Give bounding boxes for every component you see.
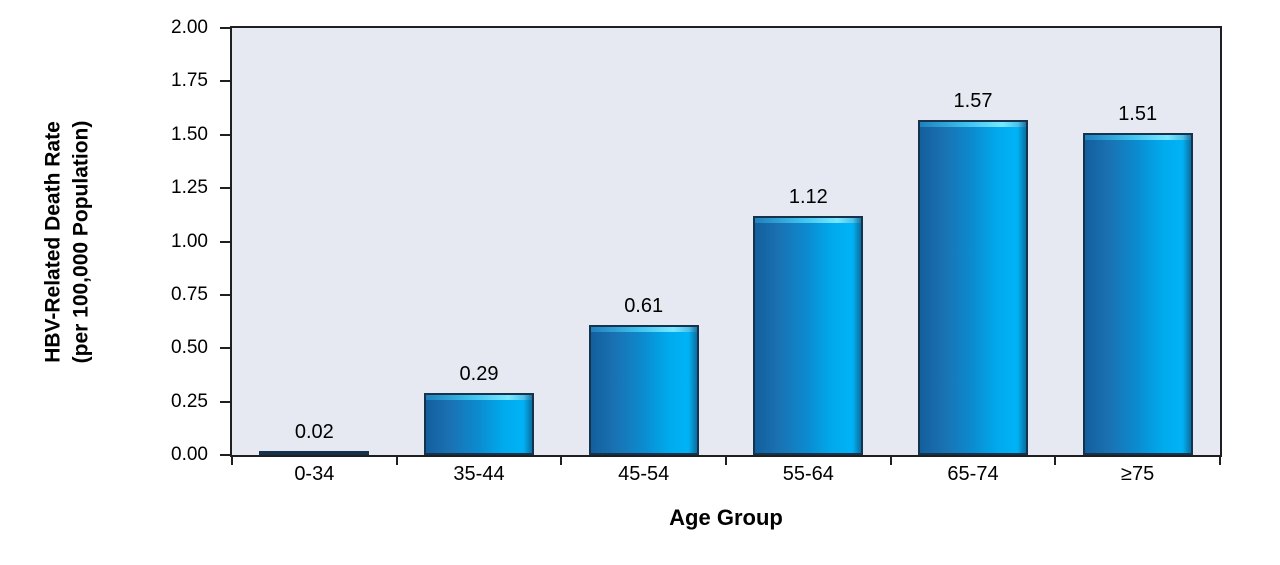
bar [589, 325, 699, 455]
y-axis-title: HBV-Related Death Rate (per 100,000 Popu… [39, 120, 95, 363]
y-axis-tick-label: 1.25 [171, 177, 208, 198]
bar-value-label: 1.57 [953, 90, 993, 112]
x-axis-tick [725, 457, 727, 465]
y-axis-tick [220, 27, 230, 29]
x-category-label: 0-34 [294, 463, 335, 485]
x-category-label: ≥75 [1121, 463, 1155, 485]
x-category-label: 45-54 [618, 463, 670, 485]
bar [918, 120, 1028, 455]
bar [259, 451, 369, 455]
y-axis-tick-label: 1.00 [171, 231, 208, 252]
bar [753, 216, 863, 455]
y-axis-tick [220, 241, 230, 243]
bar-value-label: 1.51 [1118, 103, 1158, 125]
bar [1083, 133, 1193, 455]
y-axis-title-line2: (per 100,000 Population) [69, 120, 93, 363]
y-axis-title-wrap: HBV-Related Death Rate (per 100,000 Popu… [22, 26, 112, 457]
x-axis-tick [1054, 457, 1056, 465]
y-axis-tick [220, 401, 230, 403]
x-category-label: 55-64 [782, 463, 834, 485]
x-axis-title: Age Group [669, 505, 783, 530]
y-axis-tick [220, 134, 230, 136]
bar-value-label: 1.12 [788, 186, 828, 208]
y-axis-tick-label: 0.50 [171, 337, 208, 358]
x-axis-tick [890, 457, 892, 465]
bar-value-label: 0.61 [624, 295, 664, 317]
x-category-label: 35-44 [453, 463, 505, 485]
y-axis-title-line1: HBV-Related Death Rate [41, 120, 65, 363]
x-axis-tick [1219, 457, 1221, 465]
y-axis-tick-label: 0.75 [171, 284, 208, 305]
y-axis-tick-label: 0.00 [171, 444, 208, 465]
y-axis-tick [220, 294, 230, 296]
x-axis-tick [560, 457, 562, 465]
y-axis-tick [220, 347, 230, 349]
y-axis-tick [220, 187, 230, 189]
y-axis-tick-label: 1.50 [171, 124, 208, 145]
bar-value-label: 0.29 [459, 363, 499, 385]
bar-value-label: 0.02 [294, 421, 334, 443]
bar [424, 393, 534, 455]
y-axis-tick-label: 0.25 [171, 391, 208, 412]
x-axis-tick [231, 457, 233, 465]
y-axis-tick [220, 454, 230, 456]
y-axis-tick-label: 1.75 [171, 70, 208, 91]
x-axis-tick [396, 457, 398, 465]
plot-area: 0.02 0.29 0.61 1.12 1.57 1.51 [230, 26, 1222, 457]
y-axis-tick-label: 2.00 [171, 17, 208, 38]
x-category-label: 65-74 [947, 463, 999, 485]
y-axis-tick [220, 80, 230, 82]
